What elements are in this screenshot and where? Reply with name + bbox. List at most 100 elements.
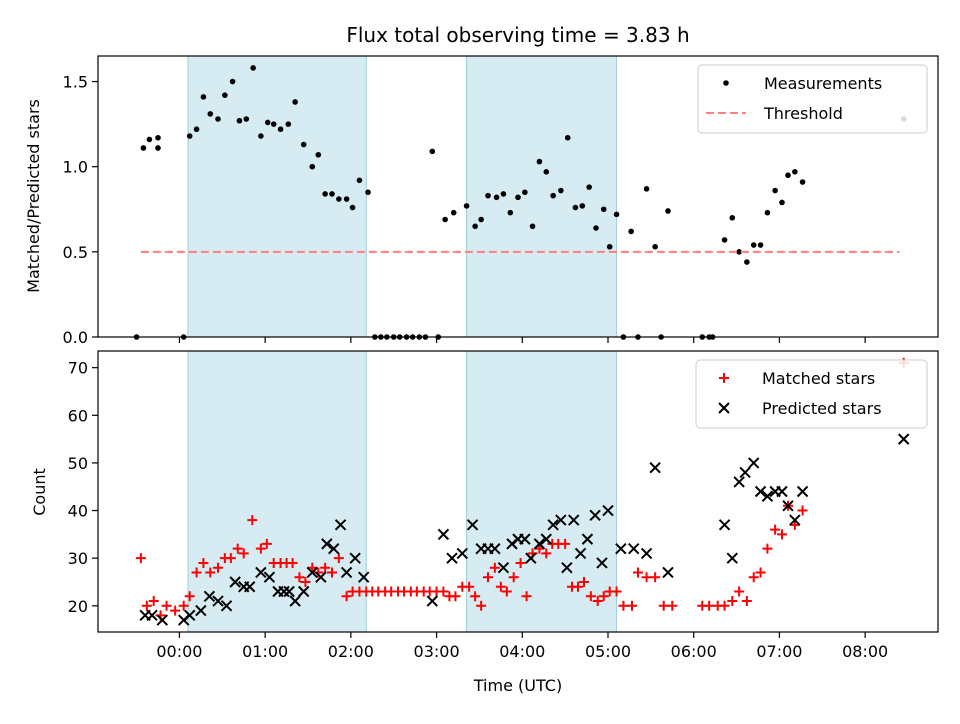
matched-star-point [470, 591, 481, 602]
matched-star-point [748, 572, 759, 583]
predicted-star-point [334, 519, 347, 531]
top-y-ticks: 0.0 0.5 1.0 1.5 [63, 73, 98, 347]
matched-star-point [633, 567, 643, 578]
bottom-y-axis-label: Count [30, 468, 49, 516]
top-shaded-region [466, 56, 618, 337]
measurement-point [356, 177, 363, 184]
predicted-star-point [748, 457, 760, 469]
measurement-point [493, 194, 500, 201]
predicted-star-point [581, 533, 594, 545]
matched-star-point [611, 586, 622, 597]
top-axes-frame [97, 55, 939, 338]
measurement-point [772, 187, 778, 194]
matched-star-point [450, 591, 461, 602]
matched-star-point [592, 596, 603, 607]
matched-star-point [797, 505, 808, 516]
measurement-point [721, 237, 728, 243]
matched-star-point [741, 596, 752, 607]
matched-star-point [521, 591, 532, 602]
top-panel: 0.0 0.5 1.0 1.5 Matched/Predicted stars Mea… [24, 55, 939, 347]
measurement-point [500, 191, 507, 197]
predicted-star-point [212, 595, 224, 607]
bottom-axes-frame [97, 350, 939, 633]
matched-star-point [534, 543, 545, 554]
predicted-star-point [789, 514, 801, 526]
matched-star-point [501, 586, 512, 597]
matched-star-point [579, 576, 589, 587]
predicted-star-point [283, 585, 295, 598]
measurement-point [146, 136, 153, 143]
predicted-star-point [328, 542, 340, 555]
top-legend-box [697, 64, 928, 134]
predicted-star-point [519, 533, 531, 545]
x-tick-label: 03:00 [414, 642, 460, 661]
bottom-x-ticks: 00:00 01:00 02:00 03:00 04:00 05:00 06:00 07:00… [156, 632, 888, 661]
predicted-star-point [782, 500, 794, 512]
predicted-star-point [456, 547, 468, 560]
measurement-point [264, 119, 271, 126]
measurement-point [442, 216, 448, 223]
measurement-point [236, 117, 243, 124]
matched-star-point [141, 600, 152, 611]
bottom-y-tick-label: 40 [68, 502, 88, 521]
x-tick-label: 06:00 [671, 642, 717, 661]
matched-star-point [184, 591, 195, 602]
measurement-point [736, 249, 742, 255]
measurement-point [315, 151, 322, 158]
bottom-y-tick-label: 50 [68, 454, 88, 473]
measurement-point [643, 186, 650, 192]
measurement-point [536, 158, 543, 165]
measurement-point [258, 133, 264, 139]
measurement-point [515, 194, 521, 201]
bottom-y-tick-label: 70 [68, 359, 88, 378]
matched-star-point [641, 572, 652, 583]
top-y-axis-label: Matched/Predicted stars [24, 99, 43, 293]
predicted-star-point [321, 538, 333, 550]
measurement-point [155, 134, 161, 141]
legend-measurements-marker [723, 80, 729, 86]
predicted-star-point [349, 552, 361, 564]
measurement-point [628, 228, 634, 235]
measurement-point [300, 141, 307, 148]
predicted-star-point [306, 566, 318, 579]
x-tick-label: 07:00 [756, 642, 802, 661]
measurement-point [729, 214, 736, 221]
measurement-point [757, 242, 764, 248]
matched-star-point [667, 600, 678, 611]
measurement-point [463, 203, 470, 209]
measurement-point [543, 169, 550, 175]
matched-star-point [483, 572, 493, 583]
measurement-point [243, 116, 250, 122]
matched-star-point [261, 538, 272, 549]
measurement-point [229, 78, 236, 85]
predicted-star-point [726, 552, 738, 564]
bottom-shaded-region [466, 351, 618, 632]
predicted-star-point [733, 476, 745, 488]
measurement-point [270, 121, 277, 127]
legend-label: Measurements [764, 74, 882, 93]
predicted-star-point [437, 528, 450, 541]
measurement-point [250, 65, 256, 71]
predicted-star-point [244, 581, 256, 593]
measurement-point [349, 204, 356, 211]
matched-star-point [762, 543, 773, 554]
matched-star-point [727, 596, 738, 607]
matched-star-point [770, 524, 781, 535]
predicted-star-point [568, 514, 580, 526]
x-tick-label: 02:00 [328, 642, 374, 661]
measurement-point [779, 199, 785, 206]
legend-predicted-marker [718, 402, 730, 414]
top-legend: Measurements Threshold [697, 64, 928, 134]
predicted-star-point [649, 461, 661, 474]
matched-star-point [508, 572, 519, 583]
measurement-point [600, 206, 607, 213]
matched-star-point [789, 519, 800, 530]
measurement-point [750, 242, 757, 248]
legend-label: Threshold [763, 104, 843, 123]
measurement-point [329, 191, 335, 197]
bottom-shaded-region [187, 351, 367, 632]
matched-star-point [704, 600, 715, 611]
measurement-point [472, 223, 478, 230]
matched-star-point [320, 562, 331, 573]
bottom-y-tick-label: 20 [68, 597, 88, 616]
